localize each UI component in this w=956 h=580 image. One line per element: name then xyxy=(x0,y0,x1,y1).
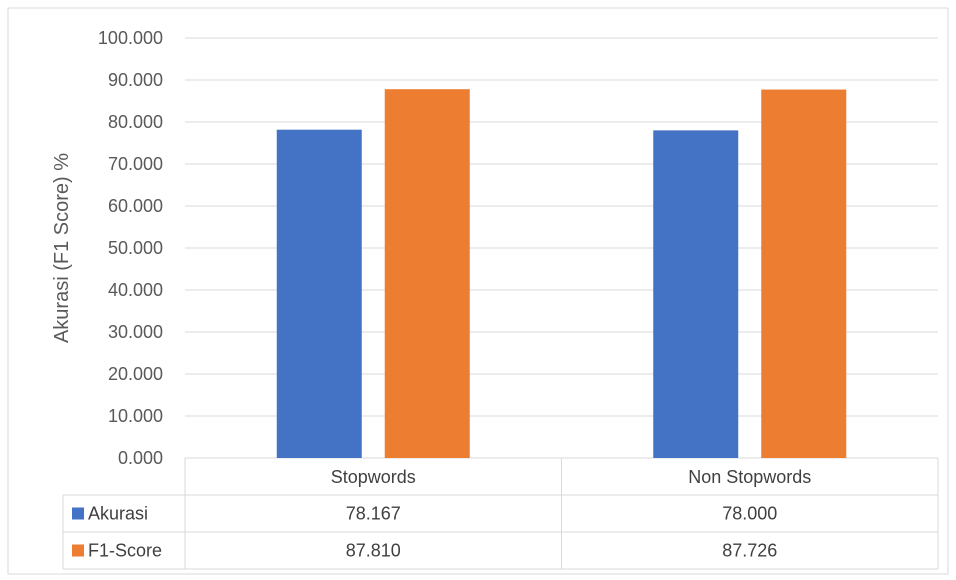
y-tick-label: 100.000 xyxy=(98,28,163,48)
y-axis-ticks: 0.000 10.000 20.000 30.000 40.000 50.000 60.00… xyxy=(98,28,163,468)
y-tick-label: 10.000 xyxy=(108,406,163,426)
legend-key xyxy=(72,544,84,557)
category-label: Stopwords xyxy=(331,467,416,487)
data-label: 87.810 xyxy=(346,541,401,561)
y-tick-label: 20.000 xyxy=(108,364,163,384)
data-label: 87.726 xyxy=(722,541,777,561)
data-label: 78.167 xyxy=(346,504,401,524)
bar-f1-score-non-stopwords xyxy=(761,89,847,459)
y-tick-label: 90.000 xyxy=(108,70,163,90)
data-table: Stopwords Non Stopwords Akurasi 78.167 78.00… xyxy=(62,458,939,570)
y-tick-label: 0.000 xyxy=(118,448,163,468)
bar-f1-score-stopwords xyxy=(384,89,470,458)
y-tick-label: 30.000 xyxy=(108,322,163,342)
legend-key xyxy=(72,507,84,520)
y-tick-label: 70.000 xyxy=(108,154,163,174)
y-axis-title: Akurasi (F1 Score) % xyxy=(51,153,73,343)
bar-akurasi-stopwords xyxy=(276,129,362,458)
bar-akurasi-non-stopwords xyxy=(653,130,739,458)
bars xyxy=(276,89,847,459)
category-label: Non Stopwords xyxy=(688,467,811,487)
series-name: Akurasi xyxy=(88,504,148,524)
y-tick-label: 60.000 xyxy=(108,196,163,216)
y-tick-label: 80.000 xyxy=(108,112,163,132)
series-name: F1-Score xyxy=(88,541,162,561)
y-tick-label: 50.000 xyxy=(108,238,163,258)
data-label: 78.000 xyxy=(722,504,777,524)
y-tick-label: 40.000 xyxy=(108,280,163,300)
